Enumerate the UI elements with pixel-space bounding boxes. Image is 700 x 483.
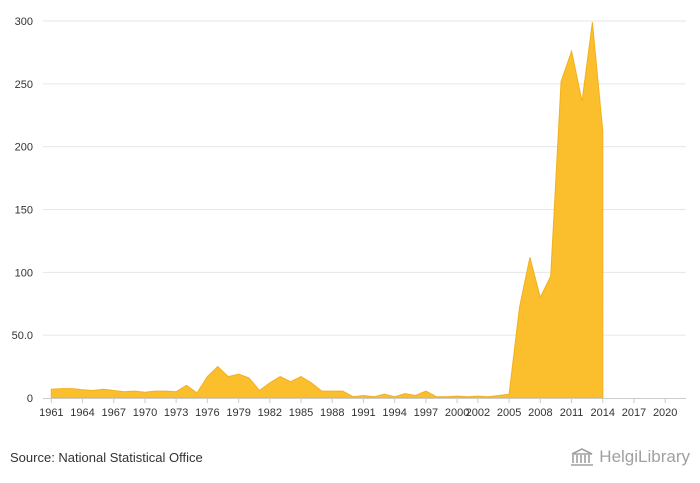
x-tick-label: 1982	[258, 407, 282, 419]
y-tick-label: 250	[15, 79, 33, 91]
x-tick-label: 2017	[622, 407, 646, 419]
x-tick-label: 1970	[133, 407, 157, 419]
x-tick-label: 1991	[351, 407, 375, 419]
library-building-icon	[571, 448, 594, 466]
x-tick-label: 1964	[70, 407, 94, 419]
brand-logo: HelgiLibrary	[569, 447, 690, 467]
x-tick-label: 2020	[653, 407, 677, 419]
y-tick-label: 150	[15, 205, 33, 217]
source-note: Source: National Statistical Office	[10, 450, 203, 465]
x-tick-label: 2005	[497, 407, 521, 419]
chart: 0 50.0 100 150 200 250 300 1961 1964 1967 1970 197…	[12, 16, 686, 419]
x-tick-label: 1997	[414, 407, 438, 419]
y-axis: 0 50.0 100 150 200 250 300	[12, 16, 33, 405]
x-tick-label: 1994	[382, 407, 406, 419]
y-tick-label: 50.0	[12, 330, 33, 342]
x-axis: 1961 1964 1967 1970 1973 1976 1979 1982 1985 1988…	[39, 398, 686, 419]
x-tick-label: 1985	[289, 407, 313, 419]
y-tick-label: 0	[27, 393, 33, 405]
brand-name: HelgiLibrary	[599, 447, 690, 466]
x-tick-label: 2008	[528, 407, 552, 419]
x-tick-label: 2014	[591, 407, 615, 419]
x-tick-label: 1979	[226, 407, 250, 419]
y-tick-label: 100	[15, 267, 33, 279]
area-series	[50, 22, 604, 399]
y-tick-label: 300	[15, 16, 33, 28]
y-tick-label: 200	[15, 142, 33, 154]
x-tick-label: 2002	[466, 407, 490, 419]
area-fill	[50, 22, 604, 399]
x-tick-label: 1961	[39, 407, 63, 419]
x-tick-label: 1973	[164, 407, 188, 419]
x-tick-label: 1976	[195, 407, 219, 419]
x-tick-label: 2011	[560, 407, 584, 419]
x-tick-label: 1967	[102, 407, 126, 419]
x-tick-label: 2000	[445, 407, 469, 419]
x-tick-label: 1988	[320, 407, 344, 419]
